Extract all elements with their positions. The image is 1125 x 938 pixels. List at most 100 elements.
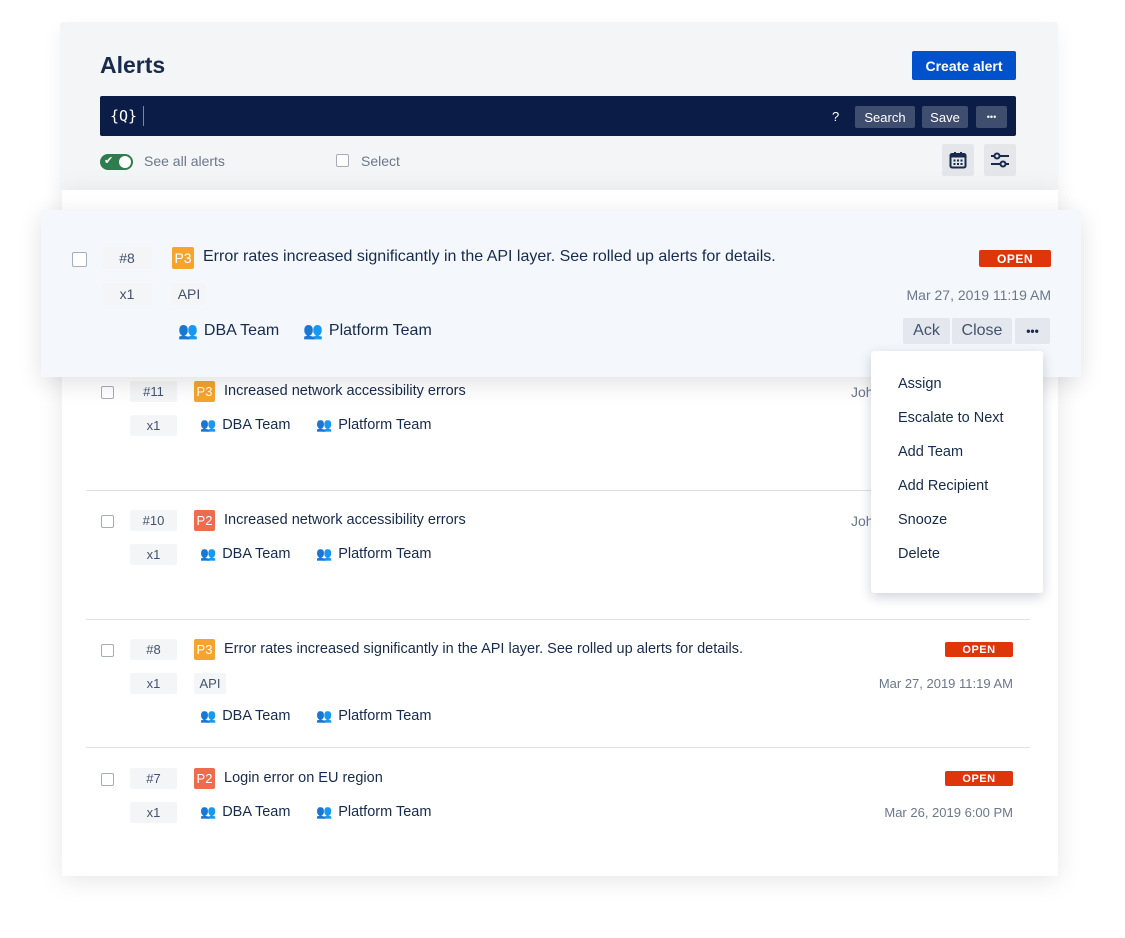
team-icon: 👥 bbox=[200, 804, 217, 819]
team-name: Platform Team bbox=[338, 804, 432, 820]
menu-item-escalate-to-next[interactable]: Escalate to Next bbox=[898, 410, 1004, 426]
actions-dropdown-menu: Assign Escalate to Next Add Team Add Recipi… bbox=[871, 351, 1043, 593]
team-platform[interactable]: 👥 Platform Team bbox=[316, 417, 431, 433]
alert-id: #8 bbox=[102, 247, 152, 269]
row-divider bbox=[86, 490, 1030, 491]
menu-item-snooze[interactable]: Snooze bbox=[898, 512, 948, 528]
alert-count: x1 bbox=[130, 415, 177, 436]
alert-checkbox[interactable] bbox=[101, 773, 114, 786]
tag-api[interactable]: API bbox=[172, 283, 206, 305]
team-icon: 👥 bbox=[200, 708, 217, 723]
alert-message[interactable]: Increased network accessibility errors bbox=[224, 383, 466, 399]
priority-badge: P3 bbox=[172, 247, 194, 269]
team-icon: 👥 bbox=[316, 708, 333, 723]
team-icon: 👥 bbox=[200, 417, 217, 432]
team-dba[interactable]: 👥 DBA Team bbox=[200, 546, 290, 562]
priority-badge: P2 bbox=[194, 768, 215, 789]
priority-badge: P3 bbox=[194, 639, 215, 660]
select-label: Select bbox=[361, 153, 400, 169]
calendar-icon bbox=[949, 152, 967, 169]
alert-row[interactable]: #8 P3 Error rates increased significantly … bbox=[0, 639, 1125, 759]
select-all-checkbox[interactable] bbox=[336, 154, 349, 167]
alert-date: Mar 27, 2019 11:19 AM bbox=[906, 287, 1052, 303]
close-button[interactable]: Close bbox=[952, 318, 1012, 344]
alert-row[interactable]: #10 P2 Increased network accessibility err… bbox=[0, 510, 1125, 630]
row-divider bbox=[86, 619, 1030, 620]
team-platform[interactable]: 👥 Platform Team bbox=[316, 804, 431, 820]
alert-id: #7 bbox=[130, 768, 177, 789]
alert-owner: Joh bbox=[851, 384, 874, 400]
alert-message[interactable]: Login error on EU region bbox=[224, 770, 383, 786]
team-name: DBA Team bbox=[222, 546, 291, 562]
alert-id: #8 bbox=[130, 639, 177, 660]
focused-alert-row[interactable]: #8 P3 Error rates increased significantl… bbox=[41, 210, 1081, 377]
alert-id: #11 bbox=[130, 381, 177, 402]
alert-count: x1 bbox=[102, 283, 152, 305]
alert-date: Mar 26, 2019 6:00 PM bbox=[884, 805, 1013, 820]
more-options-button[interactable]: ••• bbox=[976, 106, 1007, 128]
alert-checkbox[interactable] bbox=[101, 644, 114, 657]
alert-row[interactable]: #11 P3 Increased network accessibility err… bbox=[0, 381, 1125, 501]
team-platform[interactable]: 👥 Platform Team bbox=[316, 546, 431, 562]
filter-settings-button[interactable] bbox=[984, 144, 1016, 176]
alert-row[interactable]: #7 P2 Login error on EU region OPEN x1 Mar 26… bbox=[0, 768, 1125, 888]
alert-id: #10 bbox=[130, 510, 177, 531]
ack-button[interactable]: Ack bbox=[903, 318, 950, 344]
team-name: DBA Team bbox=[222, 804, 291, 820]
search-input[interactable] bbox=[143, 106, 144, 126]
row-divider bbox=[86, 747, 1030, 748]
alert-owner: Joh bbox=[851, 513, 874, 529]
team-platform[interactable]: 👥 Platform Team bbox=[303, 322, 432, 340]
team-dba[interactable]: 👥 DBA Team bbox=[178, 322, 280, 340]
tag-api[interactable]: API bbox=[194, 673, 226, 694]
calendar-button[interactable] bbox=[942, 144, 974, 176]
team-icon: 👥 bbox=[316, 417, 333, 432]
status-badge: OPEN bbox=[979, 250, 1051, 267]
team-name: Platform Team bbox=[338, 546, 432, 562]
alert-message[interactable]: Increased network accessibility errors bbox=[224, 512, 466, 528]
menu-item-assign[interactable]: Assign bbox=[898, 376, 942, 392]
help-button[interactable]: ? bbox=[832, 109, 840, 124]
alert-checkbox[interactable] bbox=[72, 252, 87, 267]
team-dba[interactable]: 👥 DBA Team bbox=[200, 804, 290, 820]
see-all-alerts-label: See all alerts bbox=[144, 153, 225, 169]
priority-badge: P3 bbox=[194, 381, 215, 402]
status-badge: OPEN bbox=[945, 642, 1013, 657]
team-name: DBA Team bbox=[222, 417, 291, 433]
alert-message[interactable]: Error rates increased significantly in t… bbox=[224, 641, 744, 657]
team-name: DBA Team bbox=[222, 708, 291, 724]
search-bar[interactable]: {Q} ? Search Save ••• bbox=[100, 96, 1016, 136]
alert-checkbox[interactable] bbox=[101, 515, 114, 528]
save-button[interactable]: Save bbox=[922, 106, 968, 128]
team-platform[interactable]: 👥 Platform Team bbox=[316, 708, 431, 724]
alert-message[interactable]: Error rates increased significantly in t… bbox=[203, 248, 776, 265]
alert-date: Mar 27, 2019 11:19 AM bbox=[878, 676, 1013, 691]
sliders-icon bbox=[991, 152, 1009, 168]
priority-badge: P2 bbox=[194, 510, 215, 531]
search-button[interactable]: Search bbox=[855, 106, 915, 128]
see-all-alerts-toggle[interactable]: ✔ bbox=[100, 154, 133, 170]
team-dba[interactable]: 👥 DBA Team bbox=[200, 708, 290, 724]
status-badge: OPEN bbox=[945, 771, 1013, 786]
team-name: Platform Team bbox=[338, 417, 432, 433]
alert-count: x1 bbox=[130, 673, 177, 694]
team-dba[interactable]: 👥 DBA Team bbox=[200, 417, 290, 433]
page-title: Alerts bbox=[100, 52, 166, 78]
alerts-header: Alerts Create alert {Q} ? Search Save ••… bbox=[60, 22, 1058, 190]
team-icon: 👥 bbox=[178, 323, 198, 340]
team-icon: 👥 bbox=[316, 804, 333, 819]
check-icon: ✔ bbox=[104, 155, 114, 167]
team-icon: 👥 bbox=[200, 546, 217, 561]
query-search-icon: {Q} bbox=[110, 107, 138, 125]
menu-item-add-recipient[interactable]: Add Recipient bbox=[898, 478, 989, 494]
team-icon: 👥 bbox=[303, 323, 323, 340]
team-name: Platform Team bbox=[338, 708, 432, 724]
alert-count: x1 bbox=[130, 544, 177, 565]
team-icon: 👥 bbox=[316, 546, 333, 561]
menu-item-delete[interactable]: Delete bbox=[898, 546, 940, 562]
more-actions-button[interactable]: ••• bbox=[1015, 318, 1050, 344]
alert-count: x1 bbox=[130, 802, 177, 823]
create-alert-button[interactable]: Create alert bbox=[912, 51, 1016, 80]
alert-checkbox[interactable] bbox=[101, 386, 114, 399]
menu-item-add-team[interactable]: Add Team bbox=[898, 444, 964, 460]
